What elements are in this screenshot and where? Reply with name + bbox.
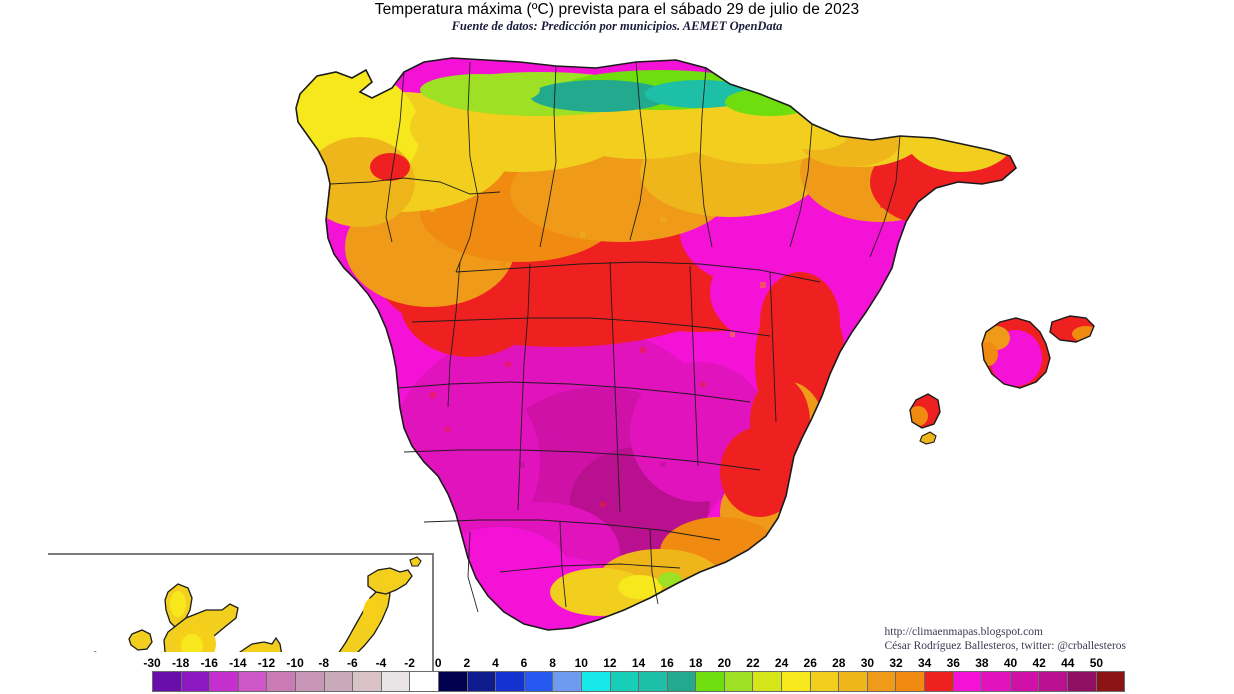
- colorbar-cell: [982, 672, 1011, 691]
- colorbar-tick: 28: [832, 656, 846, 670]
- colorbar-cell: [153, 672, 182, 691]
- colorbar-cell: [1039, 672, 1068, 691]
- colorbar-cell: [438, 672, 468, 691]
- data-source-subtitle: Fuente de datos: Predicción por municipi…: [451, 19, 783, 33]
- colorbar-cell: [238, 672, 268, 691]
- colorbar-tick: 22: [746, 656, 760, 670]
- colorbar-tick: -16: [200, 656, 218, 670]
- colorbar-tick: -18: [171, 656, 190, 670]
- colorbar-cell: [724, 672, 754, 691]
- colorbar-tick: 50: [1089, 656, 1104, 670]
- colorbar-cell: [295, 672, 325, 691]
- colorbar-cell: [1096, 672, 1125, 691]
- colorbar-cell: [896, 672, 926, 691]
- page-title: Temperatura máxima (ºC) prevista para el…: [374, 1, 860, 18]
- temperature-map: [0, 32, 1234, 689]
- colorbar-cell: [639, 672, 668, 691]
- colorbar-cell: [610, 672, 640, 691]
- temperature-colorbar: [152, 671, 1125, 692]
- colorbar-cell: [210, 672, 239, 691]
- colorbar-tick: 2: [463, 656, 471, 670]
- colorbar-cell: [1068, 672, 1097, 691]
- attribution-url[interactable]: http://climaenmapas.blogspot.com: [884, 626, 1043, 638]
- colorbar-tick: -6: [346, 656, 358, 670]
- colorbar-tick: 20: [717, 656, 732, 670]
- colorbar-cell: [381, 672, 411, 691]
- colorbar-tick: 36: [946, 656, 960, 670]
- colorbar-tick-labels: -30 -18 -16 -14 -12 -10 -8 -6 -4 -2 0 2 4 6 8 10 12 14 16 1…: [143, 656, 1125, 670]
- colorbar-tick: -2: [404, 656, 415, 670]
- colorbar-cell: [953, 672, 983, 691]
- colorbar-tick: -12: [257, 656, 276, 670]
- colorbar-tick: 6: [520, 656, 528, 670]
- colorbar-cell: [581, 672, 611, 691]
- colorbar-tick: 10: [574, 656, 588, 670]
- colorbar-tick: -8: [318, 656, 330, 670]
- colorbar-tick: 40: [1003, 656, 1018, 670]
- colorbar-tick: -14: [229, 656, 247, 670]
- colorbar-cell: [467, 672, 497, 691]
- colorbar-cell: [925, 672, 954, 691]
- colorbar-cell: [667, 672, 697, 691]
- colorbar-cell: [496, 672, 525, 691]
- balearic-islands: [909, 315, 1095, 445]
- colorbar-tick: -10: [286, 656, 304, 670]
- colorbar-tick: 26: [803, 656, 817, 670]
- colorbar-tick: 30: [860, 656, 875, 670]
- colorbar-tick: 44: [1061, 656, 1075, 670]
- colorbar-cell: [696, 672, 725, 691]
- colorbar-tick: 34: [917, 656, 932, 670]
- colorbar-cell: [553, 672, 582, 691]
- colorbar-tick: 4: [492, 656, 499, 670]
- colorbar-tick: 18: [689, 656, 703, 670]
- colorbar-tick: 12: [603, 656, 617, 670]
- colorbar-cell: [524, 672, 554, 691]
- attribution-author: César Rodríguez Ballesteros, twitter: @c…: [884, 640, 1126, 652]
- colorbar-cell: [267, 672, 296, 691]
- colorbar-tick: 24: [774, 656, 789, 670]
- colorbar-tick: -4: [375, 656, 387, 670]
- colorbar-tick: 14: [631, 656, 646, 670]
- colorbar-cell: [839, 672, 868, 691]
- colorbar-cell: [810, 672, 840, 691]
- peninsula-temperature-field: [296, 58, 1016, 630]
- colorbar-tick: 8: [549, 656, 556, 670]
- colorbar-cell: [782, 672, 811, 691]
- colorbar-tick: 38: [975, 656, 989, 670]
- colorbar-cell: [753, 672, 783, 691]
- canary-islands-inset: [93, 556, 422, 652]
- map-canvas: [93, 57, 1095, 652]
- colorbar-tick: -30: [143, 656, 161, 670]
- colorbar-tick: 0: [434, 656, 442, 670]
- colorbar-cell: [410, 672, 439, 691]
- peninsula-borders: [295, 57, 1017, 631]
- colorbar-tick: 16: [660, 656, 674, 670]
- colorbar-tick: 32: [889, 656, 903, 670]
- colorbar-cell: [867, 672, 897, 691]
- colorbar-tick: 42: [1032, 656, 1046, 670]
- colorbar-cell: [353, 672, 382, 691]
- colorbar-cell: [1010, 672, 1040, 691]
- colorbar-cell: [181, 672, 211, 691]
- attribution: http://climaenmapas.blogspot.com César R…: [885, 625, 1126, 653]
- colorbar-cell: [324, 672, 354, 691]
